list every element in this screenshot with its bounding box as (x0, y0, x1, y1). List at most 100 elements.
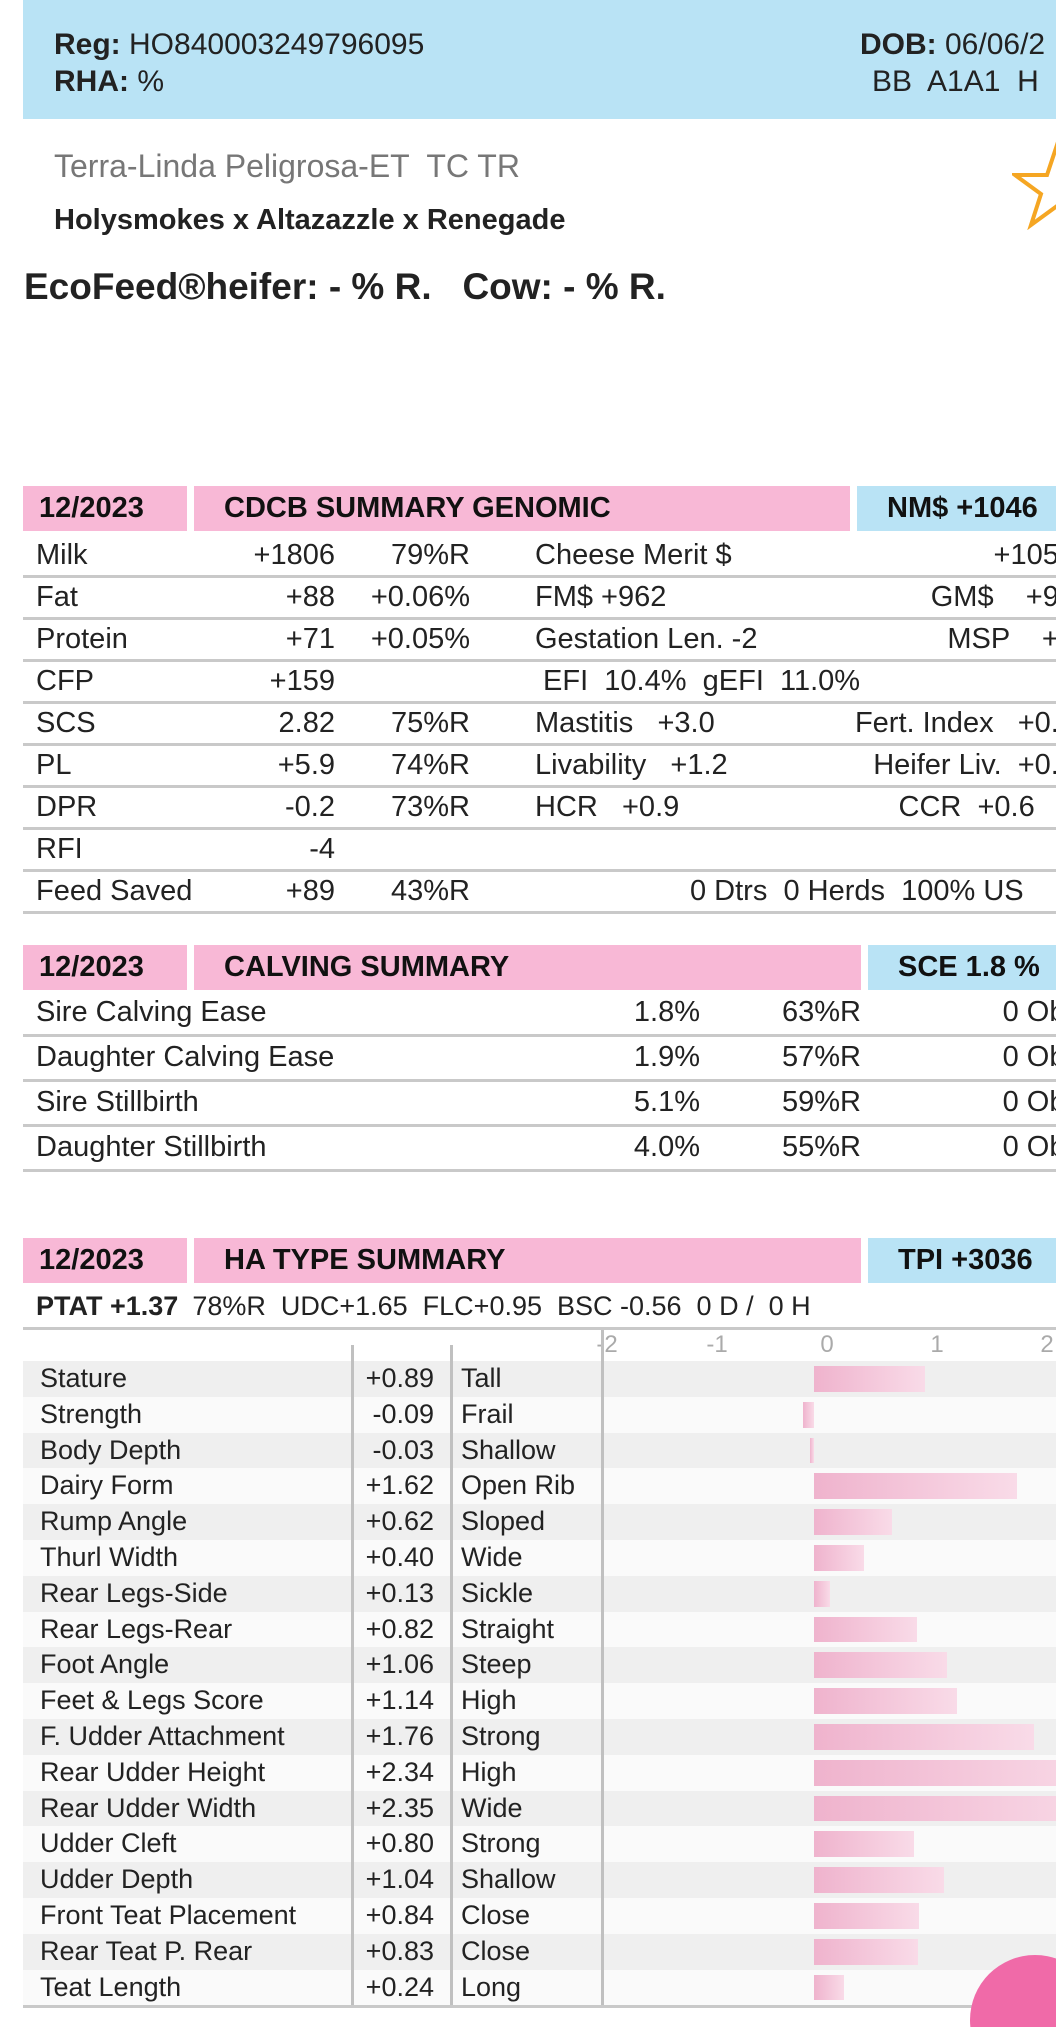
trait-label: Milk (36, 539, 88, 571)
type-trait-desc: High (461, 1756, 517, 1787)
calving-label: Daughter Stillbirth (36, 1131, 267, 1163)
row-divider (23, 575, 1056, 578)
ecofeed: EcoFeed®heifer: - % R. Cow: - % R. (24, 266, 666, 307)
type-trait-name: Rear Legs-Side (40, 1577, 228, 1608)
section-badge: TPI +3036 (868, 1238, 1056, 1283)
calving-value: 1.8% (633, 996, 700, 1028)
section-title: HA TYPE SUMMARY (194, 1238, 861, 1283)
type-trait-name: Foot Angle (40, 1649, 170, 1680)
type-bar (814, 1974, 844, 2001)
row-divider (23, 1079, 1056, 1082)
calving-label: Sire Stillbirth (36, 1086, 199, 1118)
calving-obs: 0 Obs (1002, 1041, 1056, 1073)
trait-extra: +1059 (993, 539, 1056, 571)
type-trait-value: +0.83 (365, 1935, 434, 1966)
trait-label: CFP (36, 665, 94, 697)
type-summary-text: 78%R UDC+1.65 FLC+0.95 BSC -0.56 0 D / 0… (192, 1291, 811, 1321)
type-bar (814, 1616, 917, 1643)
trait-rel: 79%R (391, 539, 470, 571)
trait-value: +159 (269, 665, 335, 697)
trait-rel: +0.06% (370, 581, 470, 613)
row-divider (23, 1169, 1056, 1172)
trait-rel: 74%R (391, 749, 470, 781)
type-trait-desc: Straight (461, 1613, 555, 1644)
section-date: 12/2023 (23, 945, 187, 990)
calving-label: Sire Calving Ease (36, 996, 267, 1028)
row-divider (23, 659, 1056, 662)
type-trait-desc: Long (461, 1971, 522, 2002)
calving-value: 1.9% (633, 1041, 700, 1073)
type-trait-name: Teat Length (40, 1971, 182, 2002)
trait-value: -4 (309, 833, 335, 865)
type-bar (814, 1759, 1056, 1786)
trait-extra: HCR +0.9 (535, 791, 680, 823)
type-trait-name: Rear Udder Height (40, 1756, 266, 1787)
calving-value: 4.0% (633, 1131, 700, 1163)
trait-value: +71 (285, 623, 335, 655)
row-divider (23, 911, 1056, 914)
type-bar (814, 1545, 864, 1571)
trait-rel: 75%R (391, 707, 470, 739)
type-trait-name: Dairy Form (40, 1470, 174, 1501)
type-trait-name: Rear Teat P. Rear (40, 1935, 253, 1966)
type-bar (814, 1795, 1056, 1822)
type-bar (814, 1509, 892, 1535)
type-bar (810, 1437, 814, 1464)
trait-label: DPR (36, 791, 98, 823)
reg-label: Reg: (54, 28, 121, 61)
column-divider (450, 1345, 453, 2006)
scale-label: 2 (1040, 1331, 1054, 1358)
type-trait-name: Udder Cleft (40, 1828, 177, 1859)
calving-obs: 0 Obs (1002, 1131, 1056, 1163)
trait-extra: Mastitis +3.0 (535, 707, 715, 739)
type-trait-name: Stature (40, 1363, 128, 1393)
type-trait-value: +2.35 (365, 1792, 434, 1823)
scale-label: -2 (596, 1331, 618, 1358)
trait-label: Fat (36, 581, 78, 613)
type-trait-desc: Tall (461, 1363, 502, 1393)
type-trait-value: -0.03 (372, 1434, 434, 1465)
type-trait-value: +0.13 (365, 1577, 434, 1608)
type-trait-name: Strength (40, 1398, 143, 1429)
reg: HO840003249796095 (129, 28, 425, 61)
type-trait-value: +1.62 (365, 1470, 434, 1501)
row-divider (23, 2005, 1056, 2009)
trait-extra: Heifer Liv. +0.7 (873, 749, 1056, 781)
type-trait-value: +0.89 (365, 1363, 434, 1393)
trait-extra: Gestation Len. -2 (535, 623, 758, 655)
calving-label: Daughter Calving Ease (36, 1041, 335, 1073)
type-bar (814, 1366, 926, 1392)
type-trait-value: +0.80 (365, 1828, 434, 1859)
type-bar (814, 1831, 914, 1858)
section-date: 12/2023 (23, 1238, 187, 1283)
type-bar (814, 1724, 1034, 1750)
trait-note: 0 Dtrs 0 Herds 100% US (690, 875, 1024, 907)
trait-extra: MSP +9 (947, 623, 1056, 655)
type-trait-desc: Open Rib (461, 1470, 576, 1501)
scale-label: 1 (930, 1331, 944, 1358)
type-summary: PTAT +1.37 78%R UDC+1.65 FLC+0.95 BSC -0.… (36, 1288, 811, 1324)
ptat: PTAT +1.37 (36, 1291, 179, 1321)
dob: 06/06/2 (945, 28, 1046, 61)
row-divider (23, 701, 1056, 704)
type-trait-name: Body Depth (40, 1434, 182, 1465)
row-divider (23, 869, 1056, 872)
pedigree: Holysmokes x Altazazzle x Renegade (54, 204, 566, 236)
type-trait-desc: Frail (461, 1398, 514, 1429)
section-date: 12/2023 (23, 486, 187, 531)
trait-value: +5.9 (277, 749, 335, 781)
column-divider (601, 1330, 604, 2006)
type-bar (814, 1938, 918, 1965)
row-divider (23, 1124, 1056, 1127)
type-trait-value: +0.24 (365, 1971, 434, 2002)
type-trait-desc: Shallow (461, 1434, 556, 1465)
calving-obs: 0 Obs (1002, 996, 1056, 1028)
rha-label: RHA: (54, 65, 129, 98)
row-divider (23, 785, 1056, 788)
dob-label: DOB: (860, 28, 937, 61)
type-bar (814, 1688, 957, 1714)
type-bar (814, 1652, 947, 1679)
type-trait-value: +1.06 (365, 1649, 434, 1680)
trait-extra: Fert. Index +0.3 (854, 707, 1056, 739)
type-bar (814, 1867, 944, 1893)
